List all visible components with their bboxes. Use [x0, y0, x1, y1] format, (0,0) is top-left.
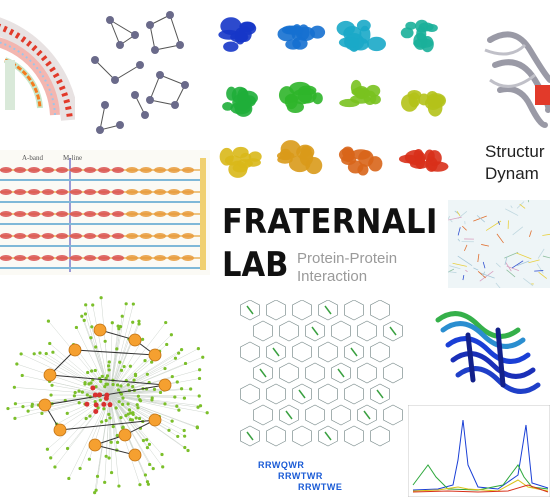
circos-plot-panel [0, 0, 75, 135]
network-hub-node [68, 343, 82, 357]
protein-conformation [218, 17, 257, 52]
protein-conformation [276, 140, 323, 175]
sequence-1-a: RRWQ [258, 460, 289, 470]
protein-conformations-graphic [218, 17, 449, 178]
circos-plot-graphic [0, 17, 75, 121]
protein-conformation [336, 19, 386, 52]
network-hub-node [128, 448, 142, 462]
structure-caption-line1: Structur [485, 142, 545, 161]
lab-subtitle-line2: Interaction [297, 268, 368, 285]
sequence-3: RRWTWE [298, 482, 342, 492]
protein-conformation [400, 19, 438, 53]
network-hub-node [148, 413, 162, 427]
network-hub-node [43, 368, 57, 382]
lab-title-line1: FRATERNALI [222, 202, 438, 242]
helix-bundle-graphic [435, 311, 541, 394]
lab-title-line2: LAB [222, 245, 289, 285]
network-hub-node [128, 333, 142, 347]
protein-conformations-panel [212, 8, 462, 193]
protein-conformation [222, 86, 258, 117]
spectrum-plot-graphic [408, 405, 550, 497]
sequence-2: RRWTWR [278, 471, 323, 481]
helix-bundle-panel [428, 300, 550, 395]
lab-title-block: FRATERNALI LAB Protein-Protein Interacti… [222, 202, 442, 297]
ribbon-structure-graphic [484, 31, 550, 128]
interaction-network-panel [5, 295, 215, 495]
protein-conformation [278, 81, 323, 113]
protein-conformation [398, 148, 449, 172]
network-hub-node [118, 428, 132, 442]
network-graphic [6, 296, 209, 495]
lab-subtitle-line1: Protein-Protein [297, 250, 398, 267]
a-band-label: A-band [22, 154, 43, 162]
m-line-label: M-line [63, 154, 82, 162]
network-hub-node [148, 348, 162, 362]
lattice-graphic [240, 300, 403, 447]
graph-nodes-graphic [91, 11, 189, 134]
sarcomere-graphic: A-band M-line [0, 150, 210, 275]
protein-structure-panel [480, 20, 550, 135]
protein-conformation [339, 79, 381, 108]
network-hub-node [38, 398, 52, 412]
sequence-2-b: R [315, 471, 323, 481]
sequence-1: RRWQWR [258, 460, 304, 470]
sequence-1-b: WR [288, 460, 305, 470]
protein-conformation [219, 146, 262, 178]
sarcomere-diagram-panel: A-band M-line [0, 150, 210, 275]
protein-conformation [401, 89, 447, 117]
network-hub-node [93, 323, 107, 337]
spectrum-plot-panel [408, 405, 550, 497]
network-hub-node [88, 438, 102, 452]
structure-caption-line2: Dynam [485, 164, 539, 183]
network-hub-node [158, 378, 172, 392]
protein-conformation [338, 146, 383, 176]
sequence-2-a: RRWTW [278, 471, 316, 481]
protein-conformation [277, 24, 326, 50]
sequence-3-text: RRWTWE [298, 482, 343, 492]
molecular-dynamics-graphic [448, 200, 550, 288]
nanotube-lattice-panel [238, 300, 403, 455]
structure-dynamics-caption: Structur Dynam [485, 141, 545, 185]
graph-nodes-panel [80, 5, 205, 135]
network-hub-node [53, 423, 67, 437]
molecular-dynamics-panel [448, 200, 550, 288]
